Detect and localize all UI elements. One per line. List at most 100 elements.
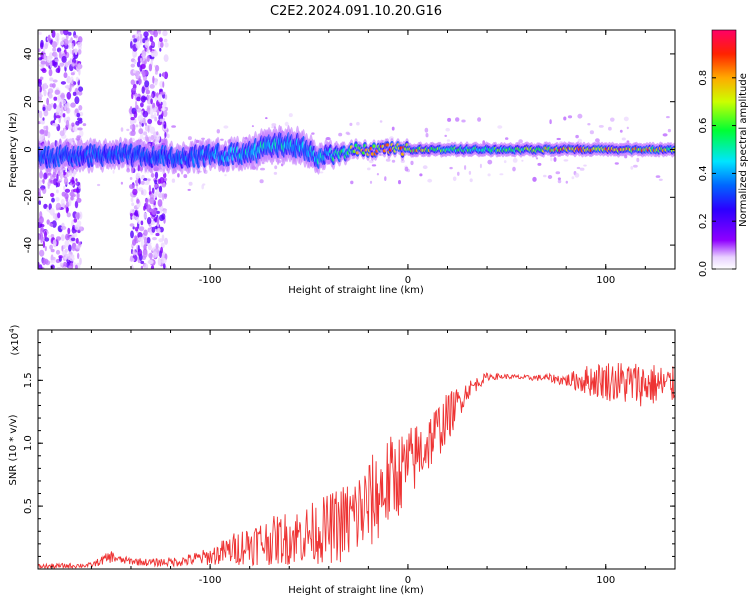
spectrogram-speckle [543, 174, 547, 178]
spectrogram-speckle [532, 176, 537, 182]
spectrogram-speckle [658, 178, 663, 181]
spectrogram-speckle [391, 159, 396, 163]
spectrogram-speckle [410, 160, 414, 166]
colorbar-tick-label: 0.4 [698, 165, 709, 181]
spectrogram-ytick-label: 20 [23, 95, 34, 108]
spectrogram-speckle [153, 183, 158, 188]
spectrogram-speckle [70, 195, 74, 201]
spectrogram-speckle [59, 171, 63, 180]
spectrogram-speckle [71, 42, 74, 50]
spectrogram-speckle [157, 193, 164, 198]
spectrogram-speckle [132, 35, 136, 39]
spectrogram-speckle [158, 238, 164, 243]
spectrogram-speckle [48, 209, 54, 214]
colorbar-ticks: 0.0 0.2 0.4 0.6 0.8 [698, 70, 736, 277]
spectrogram-panel: -100 0 100 -40 -20 0 20 40 Height of straight l… [8, 29, 676, 296]
spectrogram-speckle [158, 30, 162, 35]
spectrogram-speckle [614, 162, 619, 165]
spectrogram-speckle [68, 265, 72, 269]
spectrogram-speckle [345, 131, 350, 135]
spectrogram-speckle [157, 199, 163, 207]
spectrogram-speckle [64, 256, 68, 260]
spectrogram-speckle [130, 38, 134, 42]
snr-ytick-label: 0.5 [23, 498, 34, 514]
spectrogram-speckle [40, 39, 44, 48]
spectrogram-speckle [141, 86, 145, 94]
spectrogram-speckle [44, 230, 47, 239]
spectrogram-speckle [64, 103, 67, 111]
spectrogram-speckle [133, 118, 137, 124]
spectrogram-speckle [71, 243, 76, 252]
spectrogram-speckle [63, 266, 66, 269]
spectrogram-speckle [216, 129, 220, 134]
snr-series-line [38, 362, 675, 569]
spectrogram-speckle [149, 197, 155, 205]
spectrogram-speckle [158, 37, 163, 42]
spectrogram-speckle [623, 116, 629, 122]
spectrogram-speckle [260, 167, 265, 171]
spectrogram-speckle [550, 157, 553, 162]
spectrogram-speckle [50, 259, 56, 264]
spectrogram-speckle [187, 188, 191, 191]
spectrogram-ytick-label: 0 [23, 146, 34, 152]
spectrogram-speckle [188, 181, 193, 186]
spectrogram-speckle [55, 197, 60, 202]
figure-title: C2E2.2024.091.10.20.G16 [270, 4, 442, 19]
spectrogram-speckle [518, 139, 523, 144]
spectrogram-speckle [666, 116, 670, 119]
spectrogram-speckle [512, 158, 518, 163]
spectrogram-speckle [63, 38, 69, 46]
snr-xtick-label: 0 [405, 575, 411, 586]
spectrogram-speckle [479, 163, 482, 169]
spectrogram-speckle [132, 226, 135, 230]
spectrogram-speckle [120, 181, 123, 185]
spectrogram-speckle [73, 182, 79, 185]
spectrogram-speckle [78, 241, 82, 246]
spectrogram-speckle [154, 171, 159, 179]
spectrogram-speckle [171, 125, 177, 128]
spectrogram-speckle [38, 264, 43, 269]
spectrogram-speckle [151, 208, 157, 216]
spectrogram-speckle [56, 37, 59, 46]
snr-ytick-label: 1.5 [23, 372, 34, 388]
spectrogram-speckle [50, 248, 55, 253]
spectrogram-speckle [146, 136, 150, 144]
spectrogram-speckle [150, 42, 156, 47]
snr-xtick-label: -100 [199, 575, 222, 586]
spectrogram-speckle [159, 88, 163, 93]
spectrogram-speckle [153, 191, 158, 198]
spectrogram-speckle [619, 129, 623, 133]
spectrogram-speckle [63, 30, 69, 36]
spectrogram-speckle [151, 226, 156, 233]
spectrogram-speckle [41, 227, 44, 232]
spectrogram-speckle [136, 96, 141, 102]
spectrogram-speckle [140, 265, 144, 269]
spectrogram-speckle [140, 102, 144, 108]
spectrogram-speckle [633, 164, 638, 168]
spectrogram-speckle [164, 94, 168, 100]
spectrogram-speckle [52, 178, 58, 186]
spectrogram-speckle [630, 166, 634, 170]
spectrogram-speckle [55, 202, 62, 211]
spectrogram-speckle [71, 176, 75, 185]
spectrogram-speckle [77, 127, 83, 131]
spectrogram-speckle [589, 130, 595, 135]
spectrogram-speckle [44, 245, 47, 252]
spectrogram-speckle [147, 244, 152, 251]
spectrogram-speckle [288, 113, 293, 118]
spectrogram-speckle [71, 122, 75, 127]
spectrogram-speckle [60, 40, 64, 46]
spectrogram-speckle [457, 171, 460, 176]
spectrogram-speckle [40, 236, 43, 244]
spectrogram-speckle [469, 178, 473, 183]
spectrogram-speckle [162, 71, 166, 78]
spectrogram-ytick-label: -20 [23, 189, 34, 205]
snr-ytick-label: 1.0 [23, 435, 34, 451]
spectrogram-speckle [157, 133, 161, 141]
spectrogram-speckle [143, 229, 148, 236]
spectrogram-speckle [563, 116, 567, 121]
spectrogram-speckle [487, 159, 493, 165]
spectrogram-speckle [162, 110, 168, 118]
spectrogram-speckle [70, 72, 75, 76]
spectrogram-speckle [66, 212, 71, 218]
